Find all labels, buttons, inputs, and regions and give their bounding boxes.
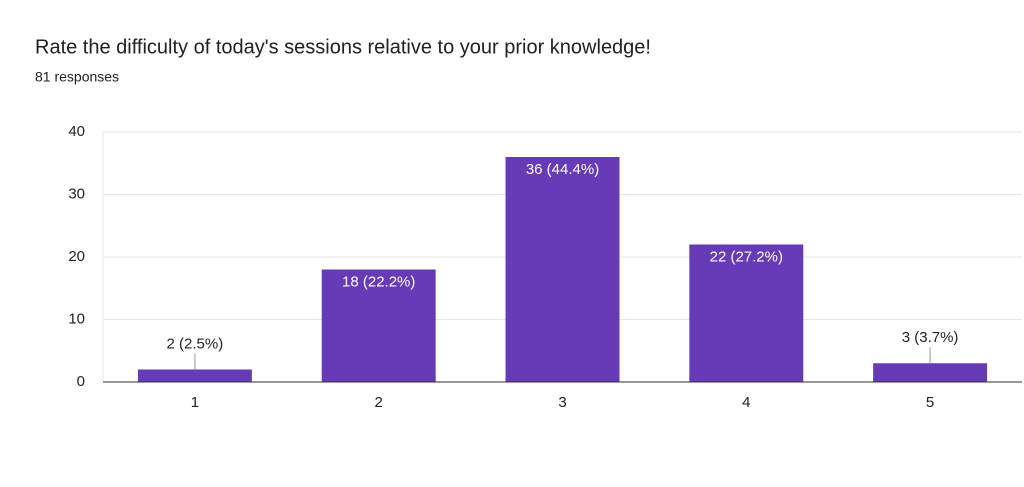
y-tick-label: 20 xyxy=(68,248,85,265)
y-tick-label: 0 xyxy=(77,373,85,390)
bar xyxy=(137,369,252,382)
bar xyxy=(689,244,804,382)
bar xyxy=(873,363,988,382)
y-tick-label: 40 xyxy=(68,123,85,140)
value-label: 3 (3.7%) xyxy=(902,329,959,346)
y-tick-label: 30 xyxy=(68,185,85,202)
value-label: 2 (2.5%) xyxy=(167,335,224,352)
x-tick-label: 1 xyxy=(191,394,199,411)
x-tick-label: 2 xyxy=(375,394,383,411)
value-label: 18 (22.2%) xyxy=(342,273,415,290)
y-tick-label: 10 xyxy=(68,310,85,327)
value-label: 36 (44.4%) xyxy=(526,161,599,178)
x-tick-label: 5 xyxy=(926,394,934,411)
x-tick-label: 4 xyxy=(742,394,750,411)
x-tick-label: 3 xyxy=(558,394,566,411)
value-label: 22 (27.2%) xyxy=(710,248,783,265)
bar xyxy=(321,269,436,382)
chart-title: Rate the difficulty of today's sessions … xyxy=(35,36,651,58)
chart-subtitle: 81 responses xyxy=(35,69,119,85)
bar xyxy=(505,157,620,382)
